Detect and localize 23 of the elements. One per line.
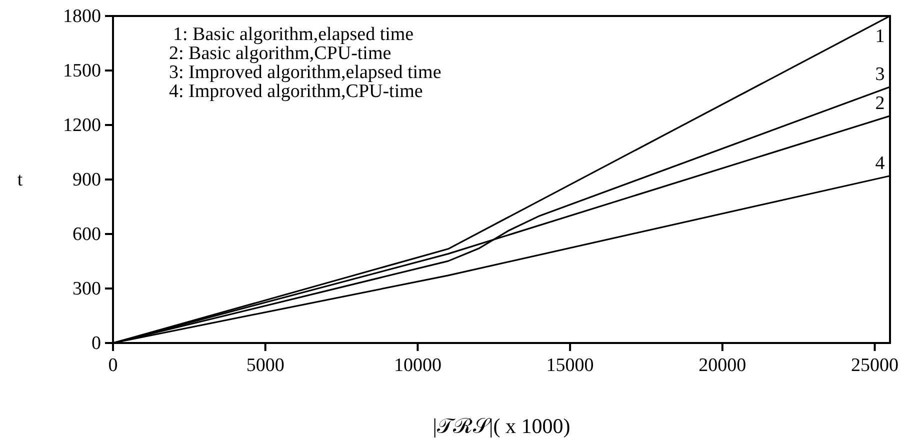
annotation: 3: Improved algorithm,elapsed time	[169, 62, 442, 83]
annotation: 1: Basic algorithm,elapsed time	[173, 24, 414, 45]
x-tick-label: 0	[108, 355, 118, 376]
series-label: 4	[875, 152, 886, 174]
annotation: 4: Improved algorithm,CPU-time	[169, 81, 423, 102]
series-label: 1	[875, 26, 885, 47]
y-tick-label: 0	[92, 333, 101, 354]
series-label: 2	[875, 92, 885, 114]
annotation: 2: Basic algorithm,CPU-time	[169, 43, 392, 64]
y-axis-title: t	[17, 170, 24, 190]
x-tick-label: 5000	[246, 355, 284, 376]
y-tick-label: 1200	[63, 115, 101, 136]
y-tick-label: 900	[72, 170, 101, 190]
x-tick-label: 20000	[698, 355, 746, 376]
x-tick-label: 15000	[546, 355, 594, 376]
y-tick-label: 1500	[63, 60, 101, 82]
y-tick-label: 300	[72, 278, 101, 300]
series-label: 3	[875, 64, 885, 85]
x-tick-label: 25000	[851, 355, 899, 376]
x-tick-label: 10000	[394, 355, 442, 376]
y-tick-label: 600	[72, 224, 101, 245]
x-axis-title: |𝒯ℛ𝒮|( x 1000)	[432, 414, 570, 438]
y-tick-label: 1800	[63, 6, 101, 27]
